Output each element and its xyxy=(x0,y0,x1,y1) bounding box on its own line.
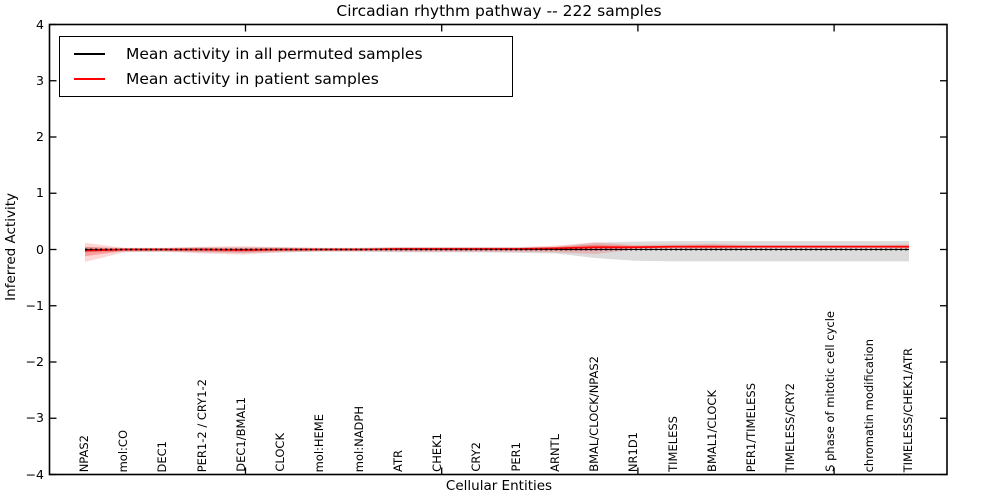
y-tick-label: 1 xyxy=(36,185,44,201)
legend-label-permuted: Mean activity in all permuted samples xyxy=(126,44,423,63)
entity-label: ATR xyxy=(390,450,405,472)
entity-label: NR1D1 xyxy=(626,431,641,472)
y-tick-label: 4 xyxy=(36,16,44,32)
legend-line-sample-red xyxy=(74,78,105,81)
entity-label: TIMELESS/CRY2 xyxy=(783,382,798,472)
entity-label: mol:NADPH xyxy=(351,405,366,472)
y-tick-label: −4 xyxy=(25,466,44,482)
chart-title: Circadian rhythm pathway -- 222 samples xyxy=(336,2,662,20)
y-tick-label: 3 xyxy=(36,72,44,88)
y-tick-label: −3 xyxy=(25,410,44,426)
legend-label-patient: Mean activity in patient samples xyxy=(126,70,379,89)
entity-label: PER1-2 / CRY1-2 xyxy=(194,378,209,472)
entity-label: NPAS2 xyxy=(77,434,91,472)
entity-label: ARNTL xyxy=(547,434,562,472)
patient-band-inner xyxy=(85,244,909,257)
entity-label: CRY2 xyxy=(469,442,484,472)
entity-label: BMAL/CLOCK/NPAS2 xyxy=(587,356,602,472)
entity-label: CHEK1 xyxy=(430,433,445,472)
entity-label: PER1 xyxy=(508,442,523,472)
y-tick-label: −1 xyxy=(25,297,44,313)
legend-row-patient: Mean activity in patient samples xyxy=(60,70,512,88)
entity-label: S phase of mitotic cell cycle xyxy=(822,311,837,472)
y-tick-label: 2 xyxy=(36,129,44,144)
x-axis-label: Cellular Entities xyxy=(445,478,553,494)
y-tick-label: 0 xyxy=(36,241,44,257)
legend-row-permuted: Mean activity in all permuted samples xyxy=(60,45,512,63)
entity-label: mol:HEME xyxy=(312,413,327,472)
legend-line-sample-black xyxy=(74,52,105,55)
entity-label: TIMELESS xyxy=(665,416,680,472)
entity-label: CLOCK xyxy=(273,433,288,472)
entity-label: chromatin modification xyxy=(861,338,876,472)
y-tick-label: −2 xyxy=(25,354,44,369)
legend-box: Mean activity in all permuted samples Me… xyxy=(59,36,513,97)
entity-label: DEC1 xyxy=(155,440,170,472)
entity-label: TIMELESS/CHEK1/ATR xyxy=(901,347,915,472)
entity-label: PER1/TIMELESS xyxy=(744,382,759,472)
entity-label: BMAL1/CLOCK xyxy=(704,390,719,472)
entity-label: DEC1/BMAL1 xyxy=(233,397,248,472)
entity-label: mol:CO xyxy=(116,429,131,472)
